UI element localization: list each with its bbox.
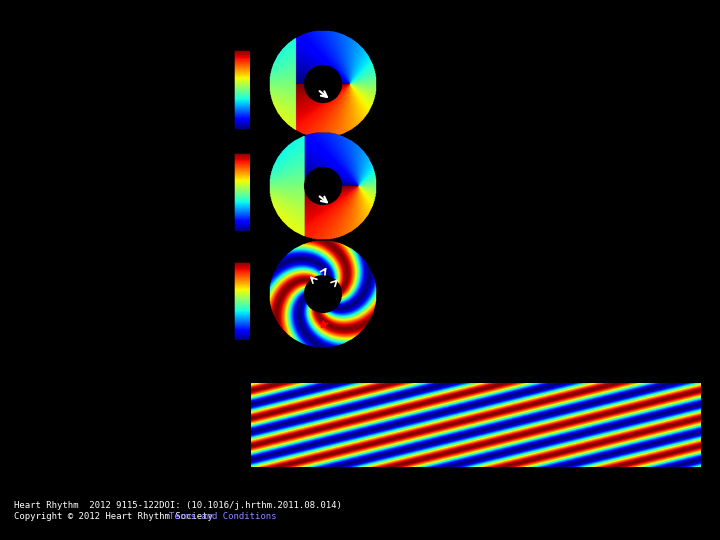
Text: Figure 6: Figure 6	[329, 19, 391, 34]
Text: Copyright © 2012 Heart Rhythm Society: Copyright © 2012 Heart Rhythm Society	[14, 512, 219, 521]
Text: 1 sec: 1 sec	[609, 141, 631, 150]
Text: C: C	[236, 355, 250, 373]
Text: ΔF/ ΔF: ΔF/ ΔF	[217, 77, 226, 102]
Text: Terms and Conditions: Terms and Conditions	[169, 512, 276, 521]
Text: max: max	[221, 204, 226, 215]
Text: 1 sec: 1 sec	[609, 256, 631, 265]
Text: A: A	[236, 49, 251, 67]
Text: 500 ms: 500 ms	[670, 480, 701, 489]
Text: max: max	[221, 101, 226, 113]
Text: ΔF/ ΔF: ΔF/ ΔF	[217, 180, 226, 204]
Text: Heart Rhythm  2012 9115-122DOI: (10.1016/j.hrthm.2011.08.014): Heart Rhythm 2012 9115-122DOI: (10.1016/…	[14, 501, 342, 510]
Text: B: B	[236, 207, 250, 225]
Text: ΔF/ ΔF: ΔF/ ΔF	[217, 289, 226, 313]
Text: 5 min: 5 min	[233, 414, 241, 436]
Text: max: max	[221, 313, 226, 325]
